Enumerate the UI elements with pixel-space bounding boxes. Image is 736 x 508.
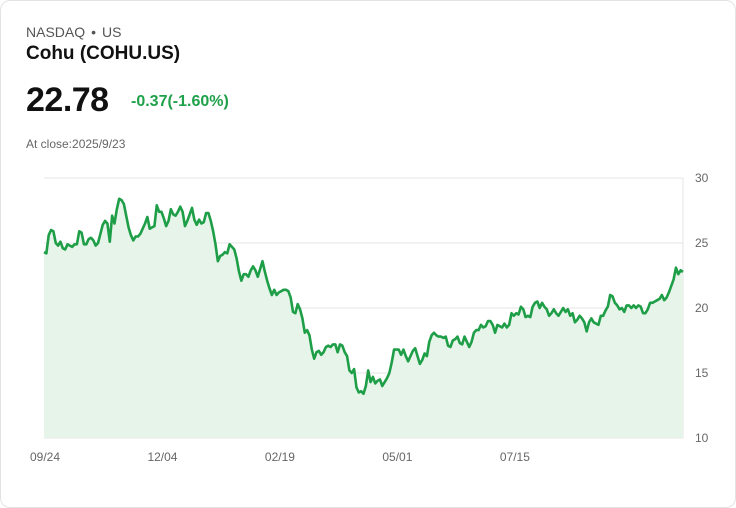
exchange-name: NASDAQ [26, 24, 86, 40]
y-tick-label: 20 [695, 301, 709, 315]
y-axis: 30 25 20 15 10 [695, 171, 709, 445]
close-date: At close:2025/9/23 [26, 137, 126, 151]
price-area-fill [44, 198, 683, 438]
price-change: -0.37(-1.60%) [131, 93, 229, 110]
exchange-line: NASDAQ • US [26, 24, 121, 40]
separator-dot: • [91, 24, 97, 40]
price-line [43, 197, 684, 396]
y-tick-label: 15 [695, 366, 709, 380]
x-tick-label: 02/19 [265, 450, 295, 464]
x-tick-label: 07/15 [500, 450, 530, 464]
y-tick-label: 30 [695, 171, 709, 185]
current-price: 22.78 [26, 81, 109, 119]
x-tick-label: 12/04 [147, 450, 177, 464]
stock-name: Cohu (COHU.US) [26, 43, 181, 64]
x-tick-label: 05/01 [382, 450, 412, 464]
x-tick-label: 09/24 [30, 450, 60, 464]
y-tick-label: 10 [695, 431, 709, 445]
x-axis: 09/24 12/04 02/19 05/01 07/15 [30, 450, 530, 464]
y-tick-label: 25 [695, 236, 709, 250]
region-label: US [102, 24, 122, 40]
